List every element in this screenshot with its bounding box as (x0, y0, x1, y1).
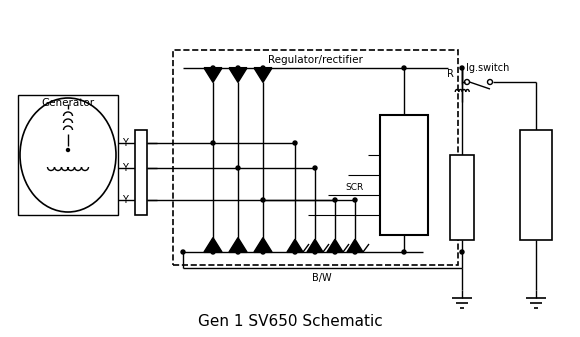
Polygon shape (204, 68, 222, 83)
Polygon shape (307, 239, 323, 252)
Circle shape (261, 66, 265, 70)
Circle shape (293, 141, 297, 145)
Circle shape (236, 166, 240, 170)
Circle shape (313, 250, 317, 254)
Text: IC: IC (397, 167, 412, 183)
Text: SCR: SCR (345, 184, 363, 192)
Circle shape (402, 250, 406, 254)
Bar (520, 130, 552, 240)
Bar (380, 115, 428, 235)
Polygon shape (347, 239, 363, 252)
Text: Y: Y (122, 195, 128, 205)
Polygon shape (204, 238, 222, 252)
Text: Ig.switch: Ig.switch (466, 63, 510, 73)
Polygon shape (229, 68, 247, 83)
Text: Generator: Generator (41, 98, 95, 108)
Polygon shape (254, 68, 272, 83)
Text: R: R (447, 69, 454, 79)
Circle shape (67, 149, 70, 152)
Circle shape (261, 250, 265, 254)
Polygon shape (327, 239, 343, 252)
Bar (173, 50, 458, 265)
Polygon shape (229, 238, 247, 252)
Circle shape (333, 250, 337, 254)
Text: Y: Y (122, 163, 128, 173)
Text: Battery: Battery (457, 179, 467, 215)
Bar (135, 130, 147, 215)
Bar (18, 95, 118, 215)
Circle shape (402, 66, 406, 70)
Bar (450, 155, 474, 240)
Text: Y: Y (122, 138, 128, 148)
Circle shape (460, 66, 464, 70)
Circle shape (353, 250, 357, 254)
Text: B/W: B/W (312, 273, 332, 283)
Circle shape (181, 250, 185, 254)
Circle shape (211, 66, 215, 70)
Polygon shape (287, 239, 303, 252)
Circle shape (236, 250, 240, 254)
Text: Regulator/rectifier: Regulator/rectifier (267, 55, 362, 65)
Text: Load: Load (531, 173, 541, 197)
Circle shape (211, 141, 215, 145)
Circle shape (313, 166, 317, 170)
Circle shape (261, 198, 265, 202)
Circle shape (460, 250, 464, 254)
Circle shape (353, 198, 357, 202)
Circle shape (333, 198, 337, 202)
Polygon shape (254, 238, 272, 252)
Text: Gen 1 SV650 Schematic: Gen 1 SV650 Schematic (198, 314, 382, 330)
Circle shape (211, 250, 215, 254)
Circle shape (293, 250, 297, 254)
Circle shape (236, 66, 240, 70)
